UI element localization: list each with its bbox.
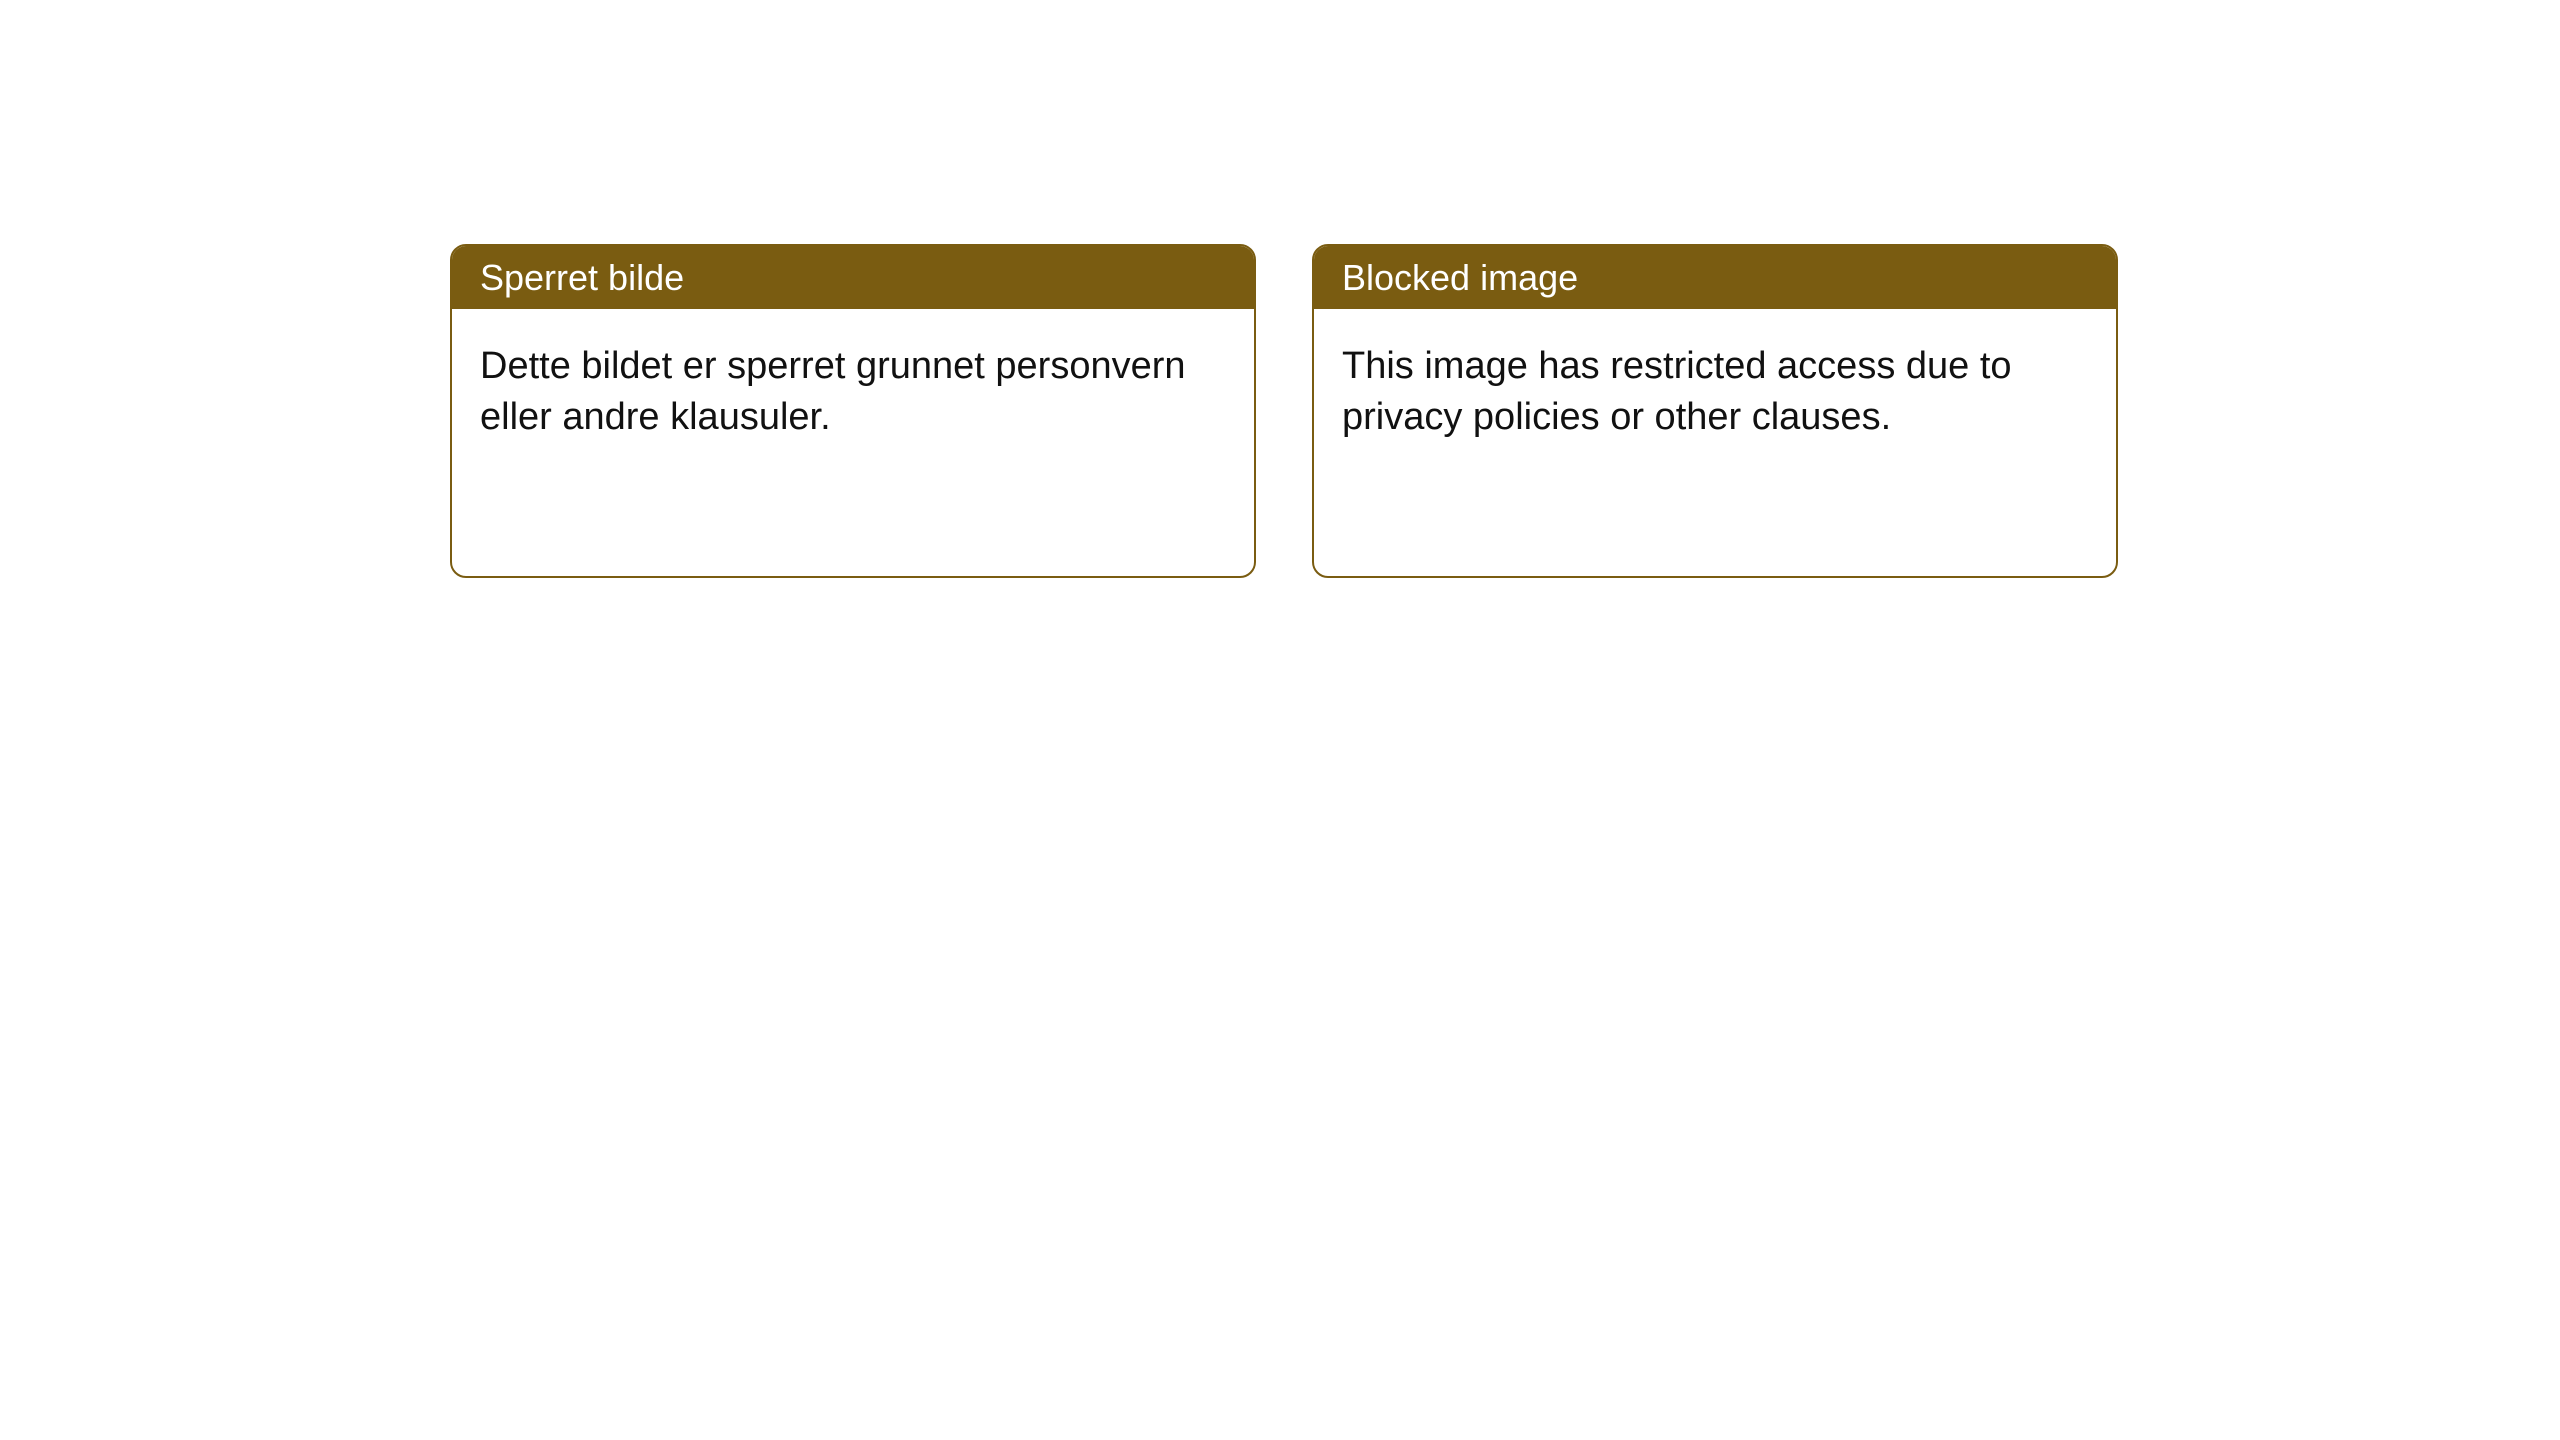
notice-card-english: Blocked image This image has restricted … [1312,244,2118,578]
notice-header-english: Blocked image [1314,246,2116,309]
notice-header-norwegian: Sperret bilde [452,246,1254,309]
notice-body-english: This image has restricted access due to … [1314,309,2116,476]
notice-card-norwegian: Sperret bilde Dette bildet er sperret gr… [450,244,1256,578]
notice-body-norwegian: Dette bildet er sperret grunnet personve… [452,309,1254,476]
notice-cards-container: Sperret bilde Dette bildet er sperret gr… [450,244,2118,578]
